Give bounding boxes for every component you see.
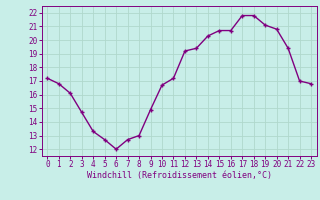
X-axis label: Windchill (Refroidissement éolien,°C): Windchill (Refroidissement éolien,°C) <box>87 171 272 180</box>
